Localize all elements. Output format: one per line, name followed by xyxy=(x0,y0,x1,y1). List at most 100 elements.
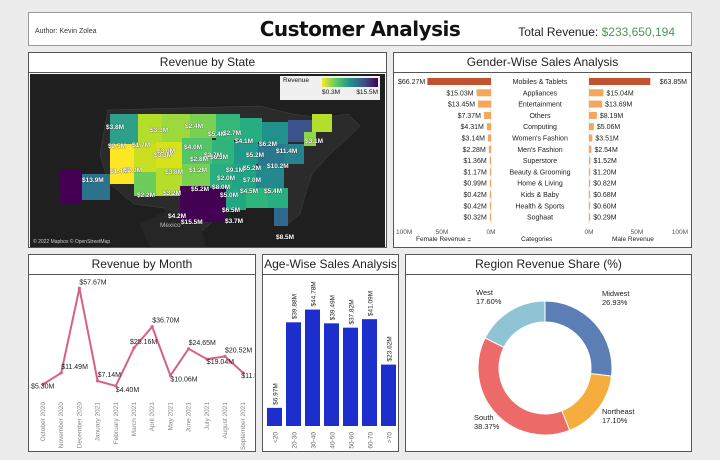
male-revenue-bar[interactable] xyxy=(589,145,592,153)
male-revenue-bar[interactable] xyxy=(589,168,591,176)
region-slice[interactable] xyxy=(544,300,613,377)
month-tick-label: October 2020 xyxy=(40,402,47,442)
state-wa-or[interactable] xyxy=(110,114,138,144)
female-revenue-bar[interactable] xyxy=(488,145,491,153)
state-nc-sc[interactable] xyxy=(256,166,284,188)
revenue-point[interactable] xyxy=(150,325,154,329)
revenue-data-label: $20.52M xyxy=(225,347,252,354)
age-tick-label: 50-60 xyxy=(349,432,356,449)
female-value-label: $0.42M xyxy=(463,203,487,210)
female-revenue-bar[interactable] xyxy=(489,191,491,198)
category-label: Kids & Baby xyxy=(521,192,560,199)
state-oh-pa[interactable] xyxy=(262,122,288,144)
state-nd-sd[interactable] xyxy=(190,114,216,138)
state-la[interactable] xyxy=(226,188,246,210)
female-value-label: $0.42M xyxy=(463,192,487,199)
state-value-label: $5.2M xyxy=(191,186,210,193)
age-tick-label: 40-50 xyxy=(330,432,337,449)
male-revenue-bar[interactable] xyxy=(589,111,597,119)
state-az-west[interactable] xyxy=(82,174,110,200)
male-revenue-bar[interactable] xyxy=(589,134,593,142)
female-revenue-bar[interactable] xyxy=(487,134,491,142)
age-bar[interactable] xyxy=(305,309,320,426)
state-value-label: $5.4M xyxy=(264,188,283,195)
state-tn-ms[interactable] xyxy=(232,164,256,188)
state-id-mt[interactable] xyxy=(138,114,162,144)
age-bar[interactable] xyxy=(381,364,396,426)
male-revenue-bar[interactable] xyxy=(589,202,591,210)
state-ga[interactable] xyxy=(268,188,288,208)
revenue-line[interactable] xyxy=(42,288,244,388)
male-axis-tick: 100M xyxy=(672,229,688,236)
male-revenue-bar[interactable] xyxy=(589,157,591,165)
revenue-point[interactable] xyxy=(77,286,81,290)
state-ca-south[interactable] xyxy=(60,170,82,204)
state-value-label: $9.1M xyxy=(226,167,245,174)
state-co[interactable] xyxy=(156,142,182,168)
female-revenue-bar[interactable] xyxy=(489,157,491,165)
male-revenue-bar[interactable] xyxy=(589,213,591,221)
age-bar[interactable] xyxy=(267,407,282,426)
us-state-map[interactable]: Revenue $0.3M $15.5M Mexico © 2022 Mapbo… xyxy=(30,74,385,247)
state-tx[interactable] xyxy=(180,186,226,222)
state-ne-ks[interactable] xyxy=(182,138,212,164)
revenue-point[interactable] xyxy=(59,371,63,375)
female-revenue-bar[interactable] xyxy=(489,213,491,221)
state-al[interactable] xyxy=(246,188,268,208)
gender-footer-female[interactable]: Female Revenue ⩦ xyxy=(416,236,471,244)
female-revenue-bar[interactable] xyxy=(483,111,491,119)
state-ok[interactable] xyxy=(182,164,210,186)
state-mn[interactable] xyxy=(216,114,240,140)
revenue-data-label: $4.40M xyxy=(116,387,140,394)
state-il-in[interactable] xyxy=(234,142,258,164)
female-revenue-bar[interactable] xyxy=(478,100,491,108)
age-bar[interactable] xyxy=(343,327,358,426)
category-label: Superstore xyxy=(523,158,557,165)
male-revenue-bar[interactable] xyxy=(589,78,651,85)
male-revenue-bar[interactable] xyxy=(589,89,604,97)
age-bar[interactable] xyxy=(324,323,339,426)
state-new-england[interactable] xyxy=(312,114,332,132)
revenue-point[interactable] xyxy=(114,384,118,388)
age-tick-label: 60-70 xyxy=(368,432,375,449)
female-revenue-bar[interactable] xyxy=(489,179,491,187)
revenue-point[interactable] xyxy=(96,379,100,383)
revenue-point[interactable] xyxy=(187,347,191,351)
state-ca[interactable] xyxy=(110,144,134,184)
filter-icon[interactable]: ⩦ xyxy=(467,236,472,243)
female-revenue-bar[interactable] xyxy=(486,123,491,131)
revenue-point[interactable] xyxy=(41,382,45,386)
age-bar[interactable] xyxy=(286,322,301,426)
region-slice[interactable] xyxy=(484,300,546,349)
revenue-data-label: $25.16M xyxy=(130,339,157,346)
male-revenue-bar[interactable] xyxy=(589,123,594,131)
state-ar[interactable] xyxy=(210,164,232,188)
revenue-point[interactable] xyxy=(241,371,245,375)
male-revenue-bar[interactable] xyxy=(589,100,603,108)
state-ky-wv[interactable] xyxy=(258,144,284,166)
female-revenue-bar[interactable] xyxy=(489,202,491,210)
male-revenue-bar[interactable] xyxy=(589,191,591,198)
state-nm[interactable] xyxy=(156,168,182,196)
revenue-point[interactable] xyxy=(132,346,136,350)
revenue-point[interactable] xyxy=(223,354,227,358)
state-value-label: $3.3M xyxy=(150,127,169,134)
male-revenue-bar[interactable] xyxy=(589,179,591,187)
state-nv-ut[interactable] xyxy=(134,144,156,172)
month-tick-label: November 2020 xyxy=(58,402,65,449)
state-value-label: $2.0M xyxy=(124,167,143,174)
state-va-md[interactable] xyxy=(284,144,304,164)
state-ia-mo[interactable] xyxy=(212,140,234,164)
state-fl[interactable] xyxy=(274,208,288,226)
age-bar[interactable] xyxy=(362,319,377,426)
revenue-point[interactable] xyxy=(205,357,209,361)
female-revenue-bar[interactable] xyxy=(476,89,491,97)
state-wy-co[interactable] xyxy=(162,114,190,142)
state-wi-mi[interactable] xyxy=(240,118,262,142)
female-revenue-bar[interactable] xyxy=(489,168,491,176)
state-value-label: $4.5M xyxy=(240,188,259,195)
state-az[interactable] xyxy=(134,172,156,196)
female-revenue-bar[interactable] xyxy=(427,78,491,85)
revenue-point[interactable] xyxy=(168,373,172,378)
state-nj[interactable] xyxy=(304,132,316,146)
